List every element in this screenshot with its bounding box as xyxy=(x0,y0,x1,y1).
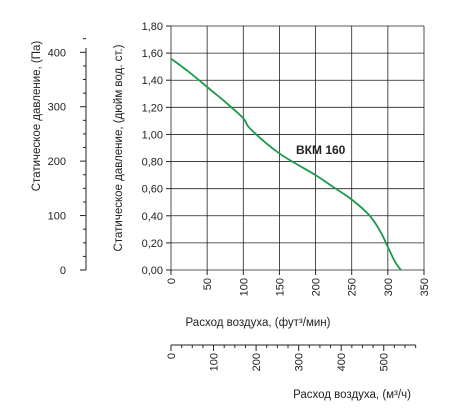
secondary-y-tick-label: 100 xyxy=(48,211,66,223)
y-tick-label: 0,60 xyxy=(142,184,163,196)
y-tick-label: 1,00 xyxy=(142,129,163,141)
y-tick-label: 1,40 xyxy=(142,75,163,87)
secondary-y-axis-title: Статическое давление, (Па) xyxy=(31,41,43,192)
series-layer xyxy=(170,57,402,271)
y-tick-label: 1,20 xyxy=(142,102,163,114)
secondary-x-tick-label: 0 xyxy=(166,353,178,359)
x-axis-title: Расход воздуха, (фут³/мин) xyxy=(186,317,331,329)
x-tick-label: 50 xyxy=(202,278,214,290)
secondary-x-tick-label: 500 xyxy=(379,353,391,371)
secondary-x-tick-label: 200 xyxy=(251,353,263,371)
secondary-y-tick-label: 400 xyxy=(48,47,66,59)
x-tick-label: 200 xyxy=(311,278,323,296)
y-tick-label: 0,80 xyxy=(142,157,163,169)
secondary-x-axis-title: Расход воздуха, (м³/ч) xyxy=(293,389,411,401)
series-line-vkm160 xyxy=(170,57,402,271)
y-tick-label: 0,40 xyxy=(142,211,163,223)
y-tick-label: 1,80 xyxy=(142,21,163,33)
secondary-x-tick-label: 300 xyxy=(294,353,306,371)
y-axis-title: Статическое давление, (дюйм вод. ст.) xyxy=(113,44,125,251)
x-tick-label: 0 xyxy=(166,278,178,284)
series-label-vkm160: ВКМ 160 xyxy=(296,143,346,157)
plot-axes xyxy=(80,25,425,351)
secondary-x-tick-label: 100 xyxy=(209,353,221,371)
secondary-y-tick-label: 300 xyxy=(48,102,66,114)
y-tick-label: 1,60 xyxy=(142,48,163,60)
x-tick-label: 250 xyxy=(347,278,359,296)
x-tick-label: 150 xyxy=(274,278,286,296)
secondary-x-tick-label: 400 xyxy=(336,353,348,371)
x-tick-label: 100 xyxy=(238,278,250,296)
secondary-y-tick-label: 200 xyxy=(48,156,66,168)
y-tick-label: 0,20 xyxy=(142,238,163,250)
secondary-y-tick-label: 0 xyxy=(60,265,66,277)
x-tick-label: 300 xyxy=(383,278,395,296)
tick-labels: 0,00 0,20 0,40 0,60 0,80 1,00 1,20 1,40 1,60 1,80… xyxy=(48,21,431,371)
plot-grid xyxy=(170,25,425,271)
y-tick-label: 0,00 xyxy=(142,265,163,277)
x-tick-label: 350 xyxy=(419,278,431,296)
